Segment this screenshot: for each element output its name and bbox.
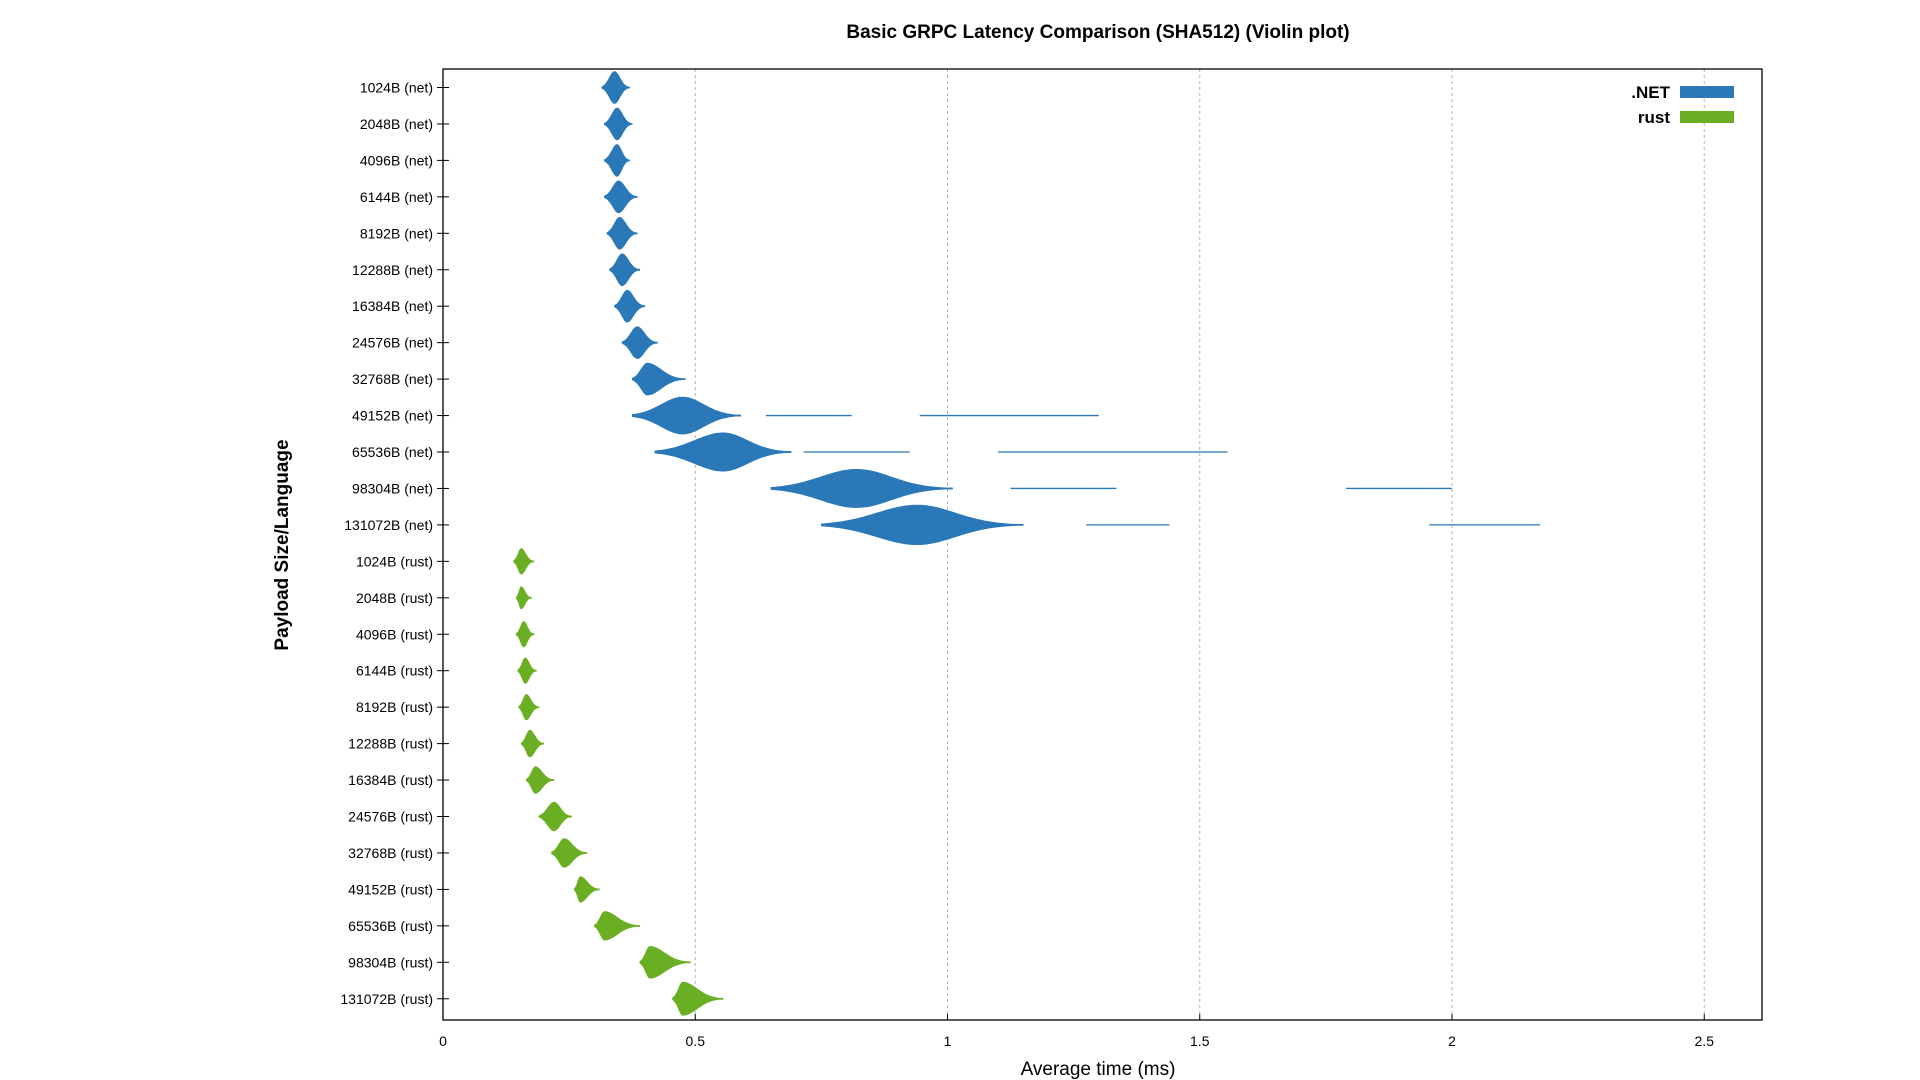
violin-2048b-net xyxy=(604,107,633,141)
y-tick-label: 98304B (net) xyxy=(352,480,433,496)
y-tick-label: 2048B (rust) xyxy=(356,590,433,606)
y-tick-label: 2048B (net) xyxy=(360,116,433,132)
violin-body xyxy=(525,766,555,794)
x-tick-label: 0.5 xyxy=(686,1033,706,1049)
violin-49152b-net xyxy=(631,396,1099,435)
violin-body xyxy=(515,586,532,610)
violin-16384b-net xyxy=(614,289,646,323)
violin-body xyxy=(606,216,638,250)
y-tick-label: 131072B (rust) xyxy=(340,991,433,1007)
legend: .NET rust xyxy=(1631,83,1734,127)
y-tick-label: 32768B (net) xyxy=(352,371,433,387)
violin-body xyxy=(604,180,638,214)
y-tick-label: 4096B (rust) xyxy=(356,626,433,642)
violin-12288b-net xyxy=(609,253,641,287)
violin-32768b-rust xyxy=(551,838,588,868)
y-axis-label: Payload Size/Language xyxy=(272,439,293,650)
violin-body xyxy=(604,107,633,141)
y-tick-label: 32768B (rust) xyxy=(348,845,433,861)
violin-body xyxy=(517,657,537,684)
y-tick-label: 98304B (rust) xyxy=(348,954,433,970)
legend-swatch xyxy=(1680,86,1734,98)
y-tick-label: 131072B (net) xyxy=(344,517,433,533)
y-tick-label: 1024B (rust) xyxy=(356,553,433,569)
violin-24576b-net xyxy=(621,326,658,359)
legend-label: .NET xyxy=(1631,83,1670,102)
x-tick-label: 1 xyxy=(944,1033,952,1049)
violin-65536b-rust xyxy=(594,911,641,941)
violin-16384b-rust xyxy=(525,766,555,794)
violin-8192b-rust xyxy=(518,694,540,721)
violin-32768b-net xyxy=(631,362,686,396)
violin-body xyxy=(601,71,630,104)
violin-body xyxy=(551,838,588,868)
violin-body xyxy=(614,289,646,323)
violin-body xyxy=(654,432,792,472)
violin-98304b-net xyxy=(770,469,1452,508)
violin-1024b-net xyxy=(601,71,630,104)
grid-layer xyxy=(694,69,1705,1020)
violin-49152b-rust xyxy=(573,876,600,903)
y-tick-label: 4096B (net) xyxy=(360,152,433,168)
legend-label: rust xyxy=(1638,108,1670,127)
y-tick-label: 24576B (net) xyxy=(352,335,433,351)
violin-6144b-rust xyxy=(517,657,537,684)
violin-body xyxy=(770,469,953,508)
y-tick-label: 6144B (net) xyxy=(360,189,433,205)
legend-swatch xyxy=(1680,111,1734,123)
violin-body xyxy=(573,876,600,903)
violin-4096b-net xyxy=(604,144,630,177)
violin-98304b-rust xyxy=(639,945,691,979)
y-tick-label: 49152B (rust) xyxy=(348,881,433,897)
x-tick-label: 2 xyxy=(1448,1033,1456,1049)
y-tick-label: 65536B (rust) xyxy=(348,918,433,934)
y-tick-label: 16384B (net) xyxy=(352,298,433,314)
x-axis-label: Average time (ms) xyxy=(1021,1059,1176,1080)
y-tick-label: 12288B (net) xyxy=(352,262,433,278)
x-tick-label: 2.5 xyxy=(1695,1033,1715,1049)
violin-1024b-rust xyxy=(513,548,535,575)
violin-body xyxy=(538,801,572,832)
y-tick-label: 49152B (net) xyxy=(352,408,433,424)
y-tick-label: 24576B (rust) xyxy=(348,809,433,825)
violin-body xyxy=(604,144,630,177)
y-tick-label: 16384B (rust) xyxy=(348,772,433,788)
y-tick-label: 6144B (rust) xyxy=(356,663,433,679)
chart-title: Basic GRPC Latency Comparison (SHA512) (… xyxy=(846,22,1349,43)
violin-131072b-net xyxy=(821,504,1541,545)
violin-131072b-rust xyxy=(672,981,724,1016)
violin-body xyxy=(672,981,724,1016)
violin-body xyxy=(513,548,535,575)
violin-body xyxy=(594,911,641,941)
violin-layer xyxy=(513,71,1541,1016)
plot-frame xyxy=(442,68,1763,1021)
violin-24576b-rust xyxy=(538,801,572,832)
violin-65536b-net xyxy=(654,432,1228,472)
violin-body xyxy=(520,729,545,758)
violin-body xyxy=(631,362,686,396)
violin-body xyxy=(631,396,741,435)
violin-12288b-rust xyxy=(520,729,545,758)
x-tick-label: 1.5 xyxy=(1190,1033,1210,1049)
x-tick-label: 0 xyxy=(439,1033,447,1049)
y-tick-label: 8192B (rust) xyxy=(356,699,433,715)
violin-body xyxy=(515,621,535,648)
axis-layer: 0 0.5 1 1.5 2 2.5 1024B (net) 2048B (net) 4096B … xyxy=(340,80,1714,1050)
violin-8192b-net xyxy=(606,216,638,250)
y-tick-label: 12288B (rust) xyxy=(348,736,433,752)
y-tick-label: 1024B (net) xyxy=(360,80,433,96)
y-tick-label: 65536B (net) xyxy=(352,444,433,460)
violin-4096b-rust xyxy=(515,621,535,648)
violin-6144b-net xyxy=(604,180,638,214)
violin-body xyxy=(621,326,658,359)
violin-body xyxy=(518,694,540,721)
violin-body xyxy=(609,253,641,287)
violin-body xyxy=(639,945,691,979)
y-tick-label: 8192B (net) xyxy=(360,225,433,241)
violin-body xyxy=(821,504,1024,545)
violin-2048b-rust xyxy=(515,586,532,610)
